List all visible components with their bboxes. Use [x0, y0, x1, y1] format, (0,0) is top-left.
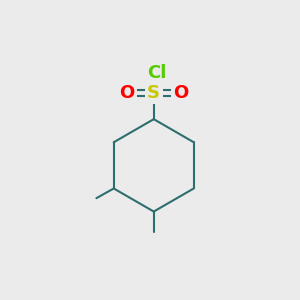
Text: O: O [173, 84, 188, 102]
Text: Cl: Cl [148, 64, 167, 82]
Text: S: S [147, 84, 160, 102]
Text: O: O [120, 84, 135, 102]
